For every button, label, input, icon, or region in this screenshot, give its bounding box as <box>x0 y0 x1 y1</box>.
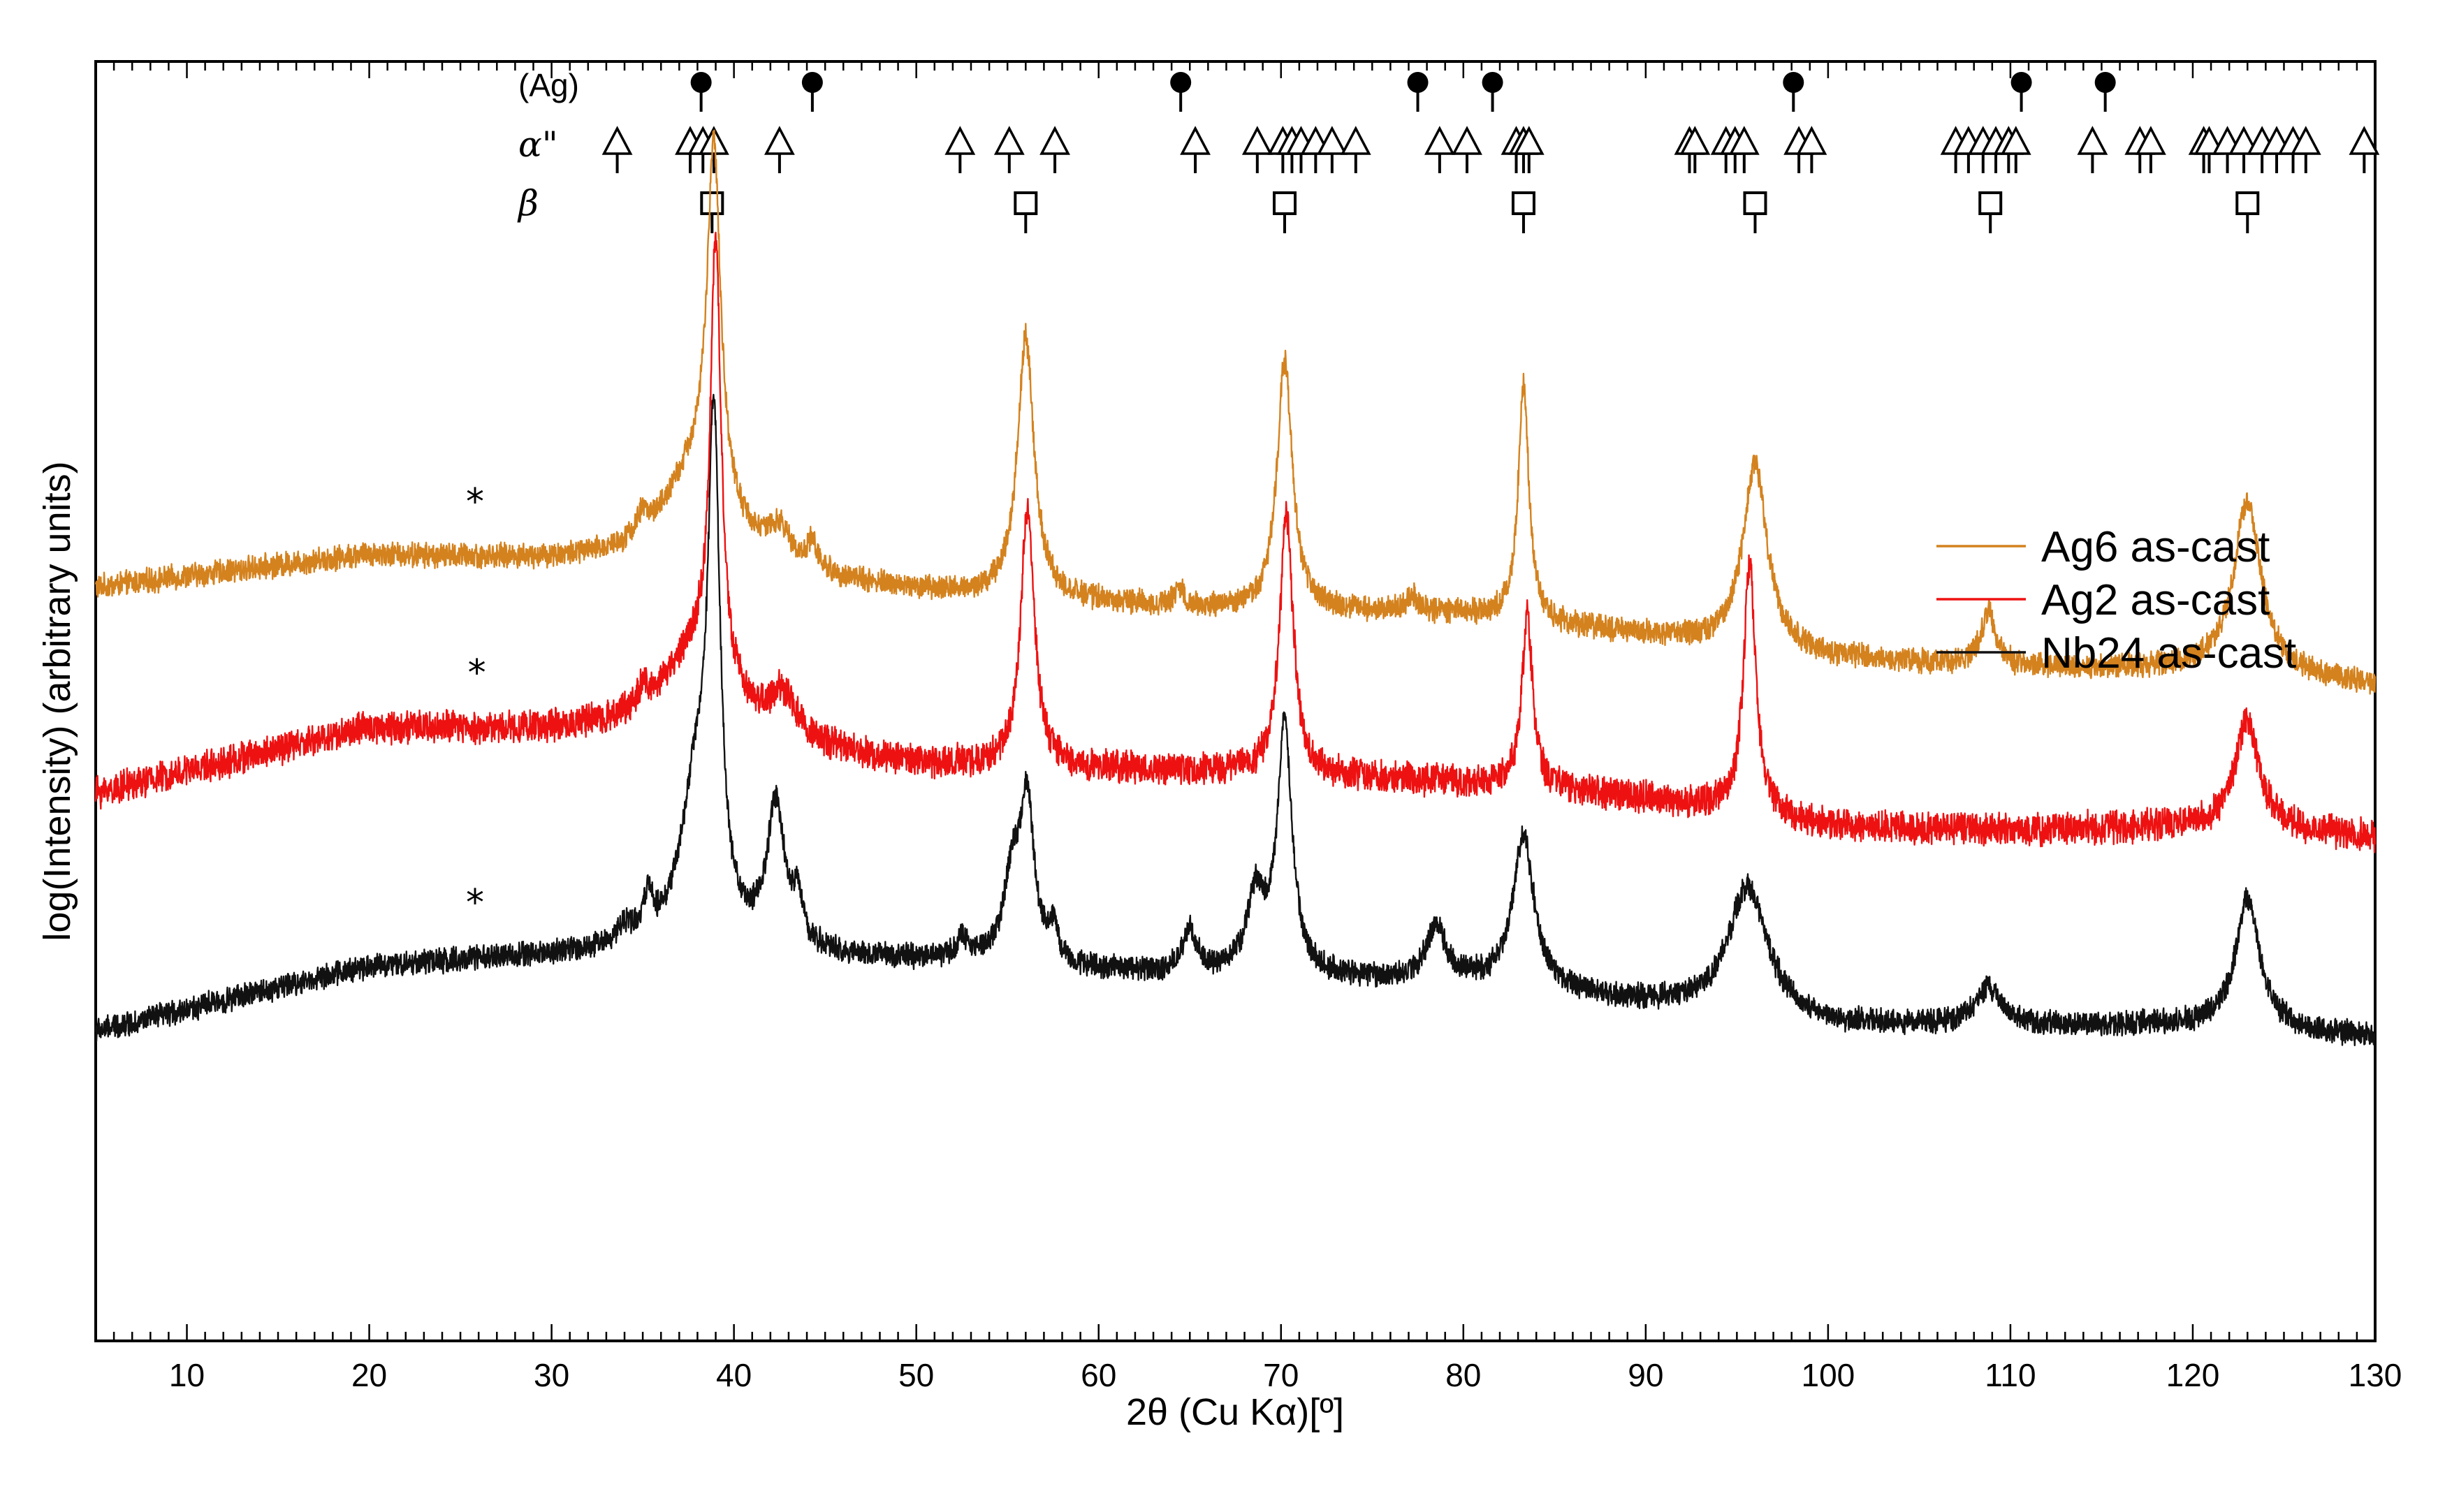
asterisk-marker: * <box>466 882 484 924</box>
x-tick-label: 40 <box>716 1357 752 1393</box>
x-axis-title: 2θ (Cu Kα)[º] <box>1126 1391 1344 1433</box>
phase-marker-circle <box>1170 72 1192 93</box>
phase-marker-square <box>1272 191 1297 215</box>
x-tick-label: 90 <box>1628 1357 1663 1393</box>
x-tick-label: 20 <box>351 1357 387 1393</box>
asterisk-marker: * <box>466 481 484 523</box>
asterisk-marker: * <box>468 652 486 694</box>
phase-marker-square <box>1511 191 1535 215</box>
phase-marker-circle <box>1407 72 1429 93</box>
phase-label: β <box>517 183 539 223</box>
reference-phase-labels: (Ag) α" β <box>517 67 579 223</box>
plot-frame <box>94 60 2377 1342</box>
x-tick-label: 80 <box>1445 1357 1481 1393</box>
x-tick-label: 30 <box>534 1357 569 1393</box>
phase-marker-square <box>2235 191 2260 215</box>
phase-marker-circle <box>1482 72 1503 93</box>
phase-marker-circle <box>2010 72 2032 93</box>
series-line-2 <box>94 393 2377 1046</box>
axis-ticks <box>94 61 2377 1341</box>
series-lines <box>94 129 2377 1046</box>
phase-marker-circle <box>690 72 712 93</box>
x-tick-label: 130 <box>2349 1357 2402 1393</box>
reference-phase-markers <box>601 72 2380 233</box>
x-tick-label: 50 <box>898 1357 934 1393</box>
x-tick-label: 100 <box>1802 1357 1855 1393</box>
series-line-1 <box>94 231 2377 853</box>
phase-label: α" <box>518 124 558 165</box>
legend-label: Ag6 as-cast <box>2041 523 2270 571</box>
legend-label: Nb24 as-cast <box>2041 629 2296 677</box>
x-tick-label: 10 <box>169 1357 205 1393</box>
phase-marker-circle <box>1783 72 1804 93</box>
phase-marker-square <box>1978 191 2003 215</box>
phase-marker-square <box>1014 191 1038 215</box>
x-tick-labels: 10 20 30 40 50 60 70 80 90 100 110 120 130 <box>169 1357 2402 1393</box>
x-tick-label: 120 <box>2166 1357 2220 1393</box>
asterisk-annotations: * * * <box>466 481 486 924</box>
x-tick-label: 110 <box>1985 1357 2036 1393</box>
y-axis-title: log(Intensity) (arbitrary units) <box>36 461 78 941</box>
phase-label: (Ag) <box>518 67 579 103</box>
phase-marker-circle <box>801 72 823 93</box>
x-tick-label: 70 <box>1263 1357 1299 1393</box>
legend-label: Ag2 as-cast <box>2041 576 2270 624</box>
phase-marker-square <box>700 191 724 215</box>
phase-marker-circle <box>2094 72 2116 93</box>
x-tick-label: 60 <box>1081 1357 1116 1393</box>
phase-marker-square <box>1743 191 1767 215</box>
legend: Ag6 as-cast Ag2 as-cast Nb24 as-cast <box>1936 523 2296 677</box>
series-line-0 <box>94 129 2377 695</box>
